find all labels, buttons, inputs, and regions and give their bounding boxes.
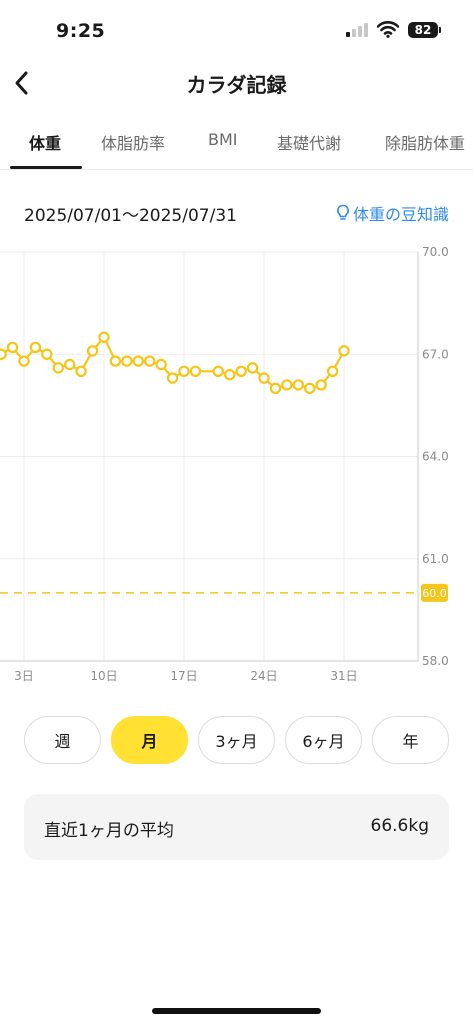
cellular-signal-icon bbox=[346, 23, 370, 37]
weight-data-point bbox=[304, 382, 316, 395]
status-bar: 9:25 82 bbox=[0, 0, 473, 58]
weight-tips-label: 体重の豆知識 bbox=[352, 205, 449, 224]
target-badge bbox=[421, 583, 448, 602]
average-value: 66.6kg bbox=[370, 816, 430, 836]
weight-data-point bbox=[132, 355, 144, 367]
active-tab-indicator bbox=[10, 166, 82, 169]
battery-icon: 82 bbox=[408, 22, 438, 38]
weight-data-point bbox=[281, 379, 293, 391]
weight-data-point bbox=[235, 365, 247, 377]
average-card: 直近1ヶ月の平均 66.6kg bbox=[24, 794, 449, 860]
y-tick-label: 58.0 bbox=[422, 654, 449, 668]
x-tick-label: 3日 bbox=[14, 669, 34, 683]
chevron-left-icon bbox=[15, 71, 28, 95]
tab-basal-metabolism[interactable]: 基礎代謝 bbox=[277, 134, 342, 153]
weight-data-point bbox=[52, 362, 64, 374]
battery-tip bbox=[439, 27, 441, 33]
weight-data-point bbox=[144, 355, 156, 367]
average-label: 直近1ヶ月の平均 bbox=[44, 821, 174, 841]
weight-data-point bbox=[75, 365, 87, 377]
nav-bar: カラダ記録 bbox=[0, 58, 473, 108]
weight-data-point bbox=[246, 362, 259, 374]
weight-data-point bbox=[121, 355, 133, 367]
x-tick-label: 10日 bbox=[90, 669, 117, 683]
period-selector: 週 月 3ヶ月 6ヶ月 年 bbox=[24, 716, 449, 764]
tab-lean-body-mass[interactable]: 除脂肪体重 bbox=[385, 134, 466, 153]
y-tick-label: 61.0 bbox=[422, 552, 449, 566]
weight-data-point bbox=[269, 382, 282, 395]
weight-data-point bbox=[292, 379, 305, 391]
weight-data-point bbox=[338, 345, 350, 357]
y-tick-label: 64.0 bbox=[422, 450, 449, 464]
period-3-months-button[interactable]: 3ヶ月 bbox=[198, 716, 275, 764]
weight-data-point bbox=[155, 358, 167, 371]
tab-body-fat[interactable]: 体脂肪率 bbox=[101, 134, 166, 153]
weight-data-point bbox=[41, 348, 53, 360]
weight-data-point bbox=[109, 355, 122, 367]
weight-data-point bbox=[98, 331, 110, 343]
x-tick-label: 17日 bbox=[170, 669, 197, 683]
weight-data-point bbox=[224, 368, 236, 381]
weight-tips-link[interactable]: 体重の豆知識 bbox=[336, 201, 449, 225]
weight-data-point bbox=[189, 365, 202, 377]
page-title: カラダ記録 bbox=[186, 73, 287, 97]
tab-bmi[interactable]: BMI bbox=[208, 130, 238, 149]
period-month-button[interactable]: 月 bbox=[111, 716, 188, 764]
weight-data-point bbox=[212, 365, 224, 377]
weight-data-point bbox=[258, 372, 270, 384]
metric-tabs: 体重 体脂肪率 BMI 基礎代謝 除脂肪体重 bbox=[0, 118, 473, 170]
weight-data-point bbox=[326, 365, 339, 377]
lightbulb-icon bbox=[337, 204, 349, 220]
period-6-months-button[interactable]: 6ヶ月 bbox=[285, 716, 362, 764]
weight-data-point bbox=[64, 358, 76, 371]
x-tick-label: 24日 bbox=[250, 669, 277, 683]
y-tick-label: 67.0 bbox=[422, 347, 449, 361]
weight-data-point bbox=[0, 348, 7, 360]
weight-data-point bbox=[315, 379, 327, 391]
x-tick-label: 31日 bbox=[330, 669, 357, 683]
y-tick-label: 70.0 bbox=[422, 245, 449, 259]
period-week-button[interactable]: 週 bbox=[24, 716, 101, 764]
weight-data-point bbox=[6, 341, 19, 354]
weight-chart: 70.0 67.0 64.0 61.0 58.0 3日 10日 17日 24日 31日 60.0 bbox=[0, 245, 449, 683]
back-button[interactable] bbox=[4, 64, 38, 102]
weight-data-point bbox=[178, 365, 190, 377]
tab-weight[interactable]: 体重 bbox=[29, 134, 62, 153]
date-range: 2025/07/01〜2025/07/31 bbox=[24, 206, 237, 226]
weight-data-point bbox=[86, 345, 99, 357]
weight-data-point bbox=[18, 355, 30, 367]
wifi-icon bbox=[377, 21, 399, 38]
target-label: 60.0 bbox=[422, 587, 447, 600]
weight-data-point bbox=[29, 341, 42, 354]
home-indicator bbox=[152, 1008, 321, 1014]
status-time: 9:25 bbox=[56, 20, 106, 42]
period-year-button[interactable]: 年 bbox=[372, 716, 449, 764]
weight-data-point bbox=[166, 372, 179, 384]
